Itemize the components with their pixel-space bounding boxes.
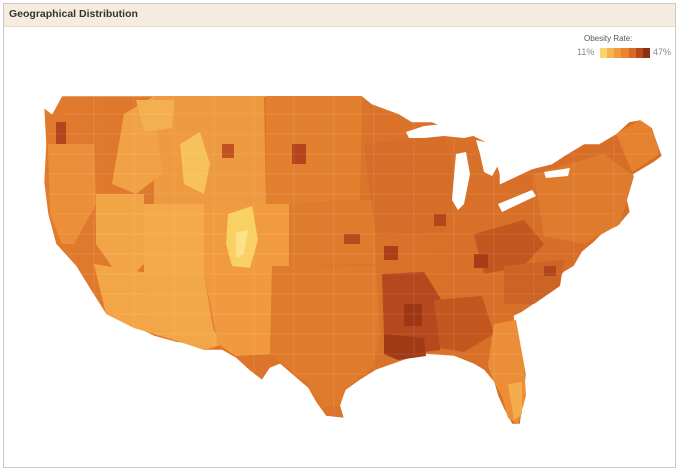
region-montana-light [136,100,174,132]
lake-ontario [544,168,570,178]
color-legend: Obesity Rate: 11% 47% [577,34,675,64]
legend-swatch [628,48,636,58]
legend-swatch [621,48,629,58]
legend-min-label: 11% [577,47,595,57]
region-west-coast [48,144,96,244]
county-hotspot [434,214,446,226]
legend-swatch [635,48,643,58]
legend-title: Obesity Rate: [584,34,633,43]
lake-erie [498,190,536,212]
region-appalachia [474,220,544,274]
legend-color-ramp [600,48,650,58]
region-maine [616,120,660,172]
region-colorado-mountains-2 [236,230,248,258]
panel-title: Geographical Distribution [9,8,138,20]
county-hotspot [404,304,422,326]
lake-superior [406,122,482,138]
region-kansas [289,200,376,266]
county-hotspot [474,254,488,268]
county-hotspot [544,266,556,276]
region-midwest [364,136,462,236]
region-utah [144,204,204,274]
region-arizona [144,274,216,344]
title-bar: Geographical Distribution [4,4,675,27]
region-wyoming-highland [180,132,210,194]
region-nevada [96,194,144,284]
legend-swatch [614,48,622,58]
legend-swatch [600,48,608,58]
region-florida-south [508,382,522,420]
county-hotspot [292,144,306,164]
choropleth-map[interactable] [4,4,675,467]
county-hotspot [384,246,398,260]
legend-swatch [642,48,650,58]
lake-huron [476,140,500,176]
dashboard-panel: Geographical Distribution [3,3,676,468]
region-louisiana-coast [384,334,426,360]
region-new-mexico [204,274,272,356]
county-grid [48,96,654,414]
legend-swatch [607,48,615,58]
region-rockies [154,96,266,204]
county-hotspot [56,122,66,144]
county-hotspot [344,234,360,244]
lake-michigan [452,152,470,210]
county-hotspot [222,144,234,158]
region-great-plains [266,96,362,204]
legend-max-label: 47% [653,47,672,57]
region-texas [270,266,380,408]
region-alabama-georgia [434,296,494,352]
